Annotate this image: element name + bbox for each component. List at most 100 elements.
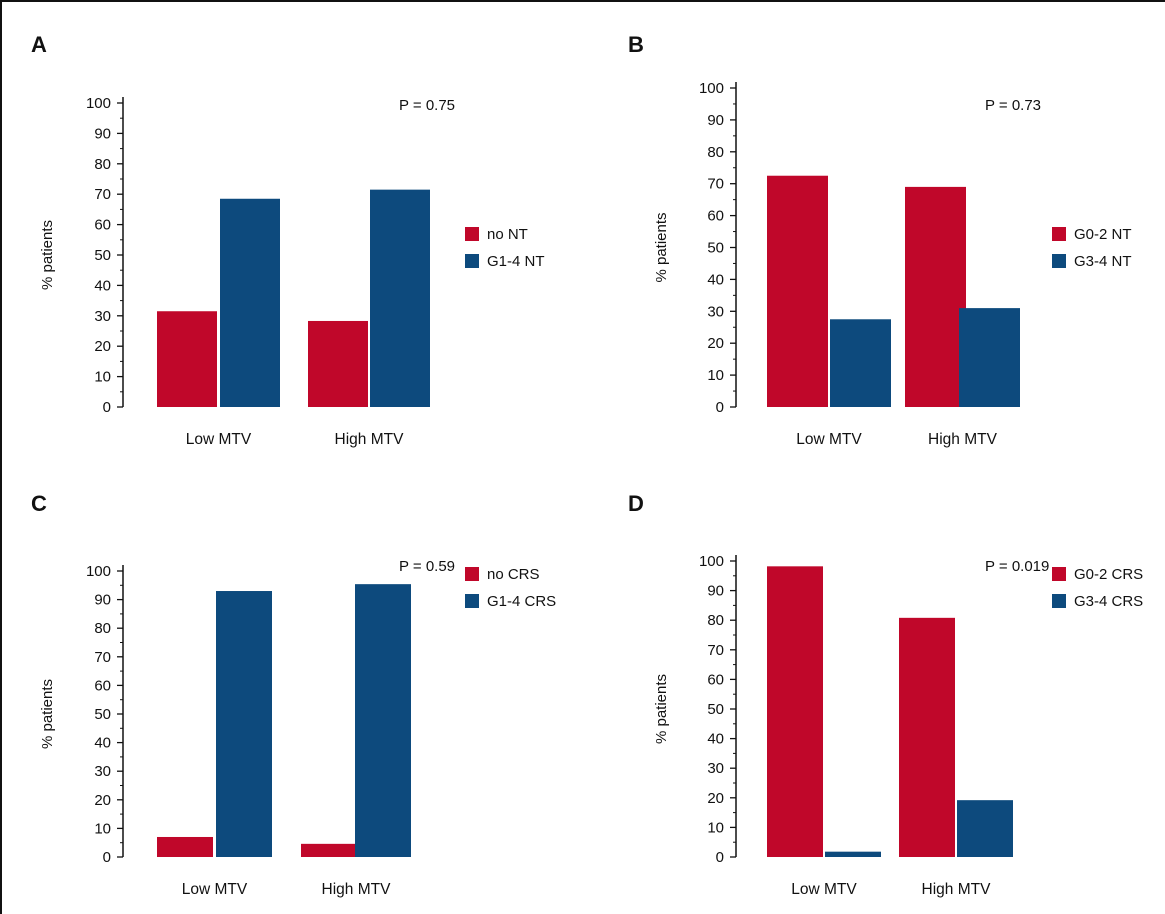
legend-swatch (465, 567, 479, 581)
y-tick-label: 0 (716, 849, 724, 866)
chart-a-svg: Low MTV High MTV 0 10 20 30 40 50 60 70 80 90 100 % p… (39, 95, 545, 448)
chart-b-svg: Low MTV High MTV 0 10 20 30 40 50 60 70 80 90 100 % p… (653, 80, 1132, 448)
y-tick-label: 50 (94, 706, 111, 723)
y-tick-label: 70 (707, 642, 724, 659)
y-tick-label: 30 (94, 308, 111, 325)
legend-label: G1-4 CRS (487, 593, 556, 610)
chart-c-svg: Low MTV High MTV 0 10 20 30 40 50 60 70 80 90 100 % p… (39, 558, 556, 898)
y-axis-label: % patients (39, 220, 56, 290)
y-tick-label: 30 (707, 760, 724, 777)
bar (905, 186, 966, 407)
x-tick-label: Low MTV (182, 881, 248, 898)
y-tick-label: 40 (707, 271, 724, 288)
x-tick-label: Low MTV (186, 431, 252, 448)
x-tick-label: High MTV (335, 431, 405, 448)
bar (157, 836, 213, 857)
p-value-label: P = 0.75 (399, 97, 455, 114)
y-tick-label: 100 (86, 563, 111, 580)
y-tick-label: 40 (707, 731, 724, 748)
bar (370, 189, 430, 407)
legend-label: G1-4 NT (487, 253, 545, 270)
y-tick-label: 10 (94, 369, 111, 386)
bar (899, 617, 955, 857)
y-tick-label: 70 (94, 186, 111, 203)
bar (830, 319, 891, 407)
bar (825, 851, 881, 857)
y-tick-label: 30 (94, 763, 111, 780)
x-tick-label: Low MTV (791, 881, 857, 898)
y-tick-label: 10 (94, 820, 111, 837)
x-tick-label: Low MTV (796, 431, 862, 448)
y-tick-label: 20 (94, 792, 111, 809)
p-value-label: P = 0.019 (985, 558, 1049, 575)
legend-label: G0-2 NT (1074, 226, 1132, 243)
y-tick-label: 80 (94, 156, 111, 173)
y-tick-label: 80 (94, 620, 111, 637)
y-tick-label: 70 (94, 649, 111, 666)
y-tick-label: 90 (707, 112, 724, 129)
bar (767, 175, 828, 407)
y-tick-label: 20 (707, 335, 724, 352)
y-axis-label: % patients (653, 674, 670, 744)
x-tick-label: High MTV (928, 431, 998, 448)
panel-letter: D (628, 491, 644, 516)
legend-label: G0-2 CRS (1074, 566, 1143, 583)
panel-letter: B (628, 32, 644, 57)
y-tick-label: 90 (94, 125, 111, 142)
legend-swatch (465, 227, 479, 241)
y-tick-label: 60 (94, 217, 111, 234)
y-tick-label: 60 (94, 677, 111, 694)
p-value-label: P = 0.73 (985, 97, 1041, 114)
bar (959, 308, 1020, 407)
bar (216, 591, 272, 857)
y-tick-label: 50 (94, 247, 111, 264)
y-tick-label: 20 (707, 790, 724, 807)
y-tick-label: 0 (716, 399, 724, 416)
y-axis-label: % patients (653, 212, 670, 282)
legend-label: no CRS (487, 566, 540, 583)
legend-swatch (1052, 254, 1066, 268)
y-tick-label: 80 (707, 612, 724, 629)
legend-label: G3-4 NT (1074, 253, 1132, 270)
bar (301, 843, 357, 857)
legend-label: no NT (487, 226, 528, 243)
x-tick-label: High MTV (922, 881, 992, 898)
y-tick-label: 0 (103, 849, 111, 866)
y-tick-label: 20 (94, 338, 111, 355)
y-tick-label: 90 (707, 583, 724, 600)
y-tick-label: 60 (707, 208, 724, 225)
bar (308, 320, 368, 407)
y-tick-label: 80 (707, 144, 724, 161)
y-tick-label: 50 (707, 240, 724, 257)
p-value-label: P = 0.59 (399, 558, 455, 575)
bar (957, 800, 1013, 857)
y-tick-label: 40 (94, 735, 111, 752)
y-tick-label: 40 (94, 277, 111, 294)
chart-d-svg: Low MTV High MTV 0 10 20 30 40 50 60 70 80 90 100 % p… (653, 553, 1143, 898)
legend-swatch (465, 254, 479, 268)
y-tick-label: 10 (707, 819, 724, 836)
bar (157, 311, 217, 407)
bar (355, 584, 411, 857)
legend-swatch (1052, 567, 1066, 581)
y-tick-label: 100 (699, 80, 724, 97)
x-tick-label: High MTV (322, 881, 392, 898)
y-tick-label: 70 (707, 176, 724, 193)
chart-panel-c: C Low MTV High MTV 0 10 20 30 40 50 60 70 80 90 100%… (2, 459, 582, 914)
panel-letter: A (31, 32, 47, 57)
y-tick-label: 100 (699, 553, 724, 570)
panel-letter: C (31, 491, 47, 516)
y-tick-label: 100 (86, 95, 111, 112)
y-tick-label: 50 (707, 701, 724, 718)
y-tick-label: 0 (103, 399, 111, 416)
legend-swatch (1052, 594, 1066, 608)
bar (220, 198, 280, 407)
chart-panel-a: A Low MTV High MTV 0 10 20 30 40 50 60 70 80 90 100%… (2, 2, 582, 457)
legend-label: G3-4 CRS (1074, 593, 1143, 610)
y-tick-label: 30 (707, 303, 724, 320)
y-axis-label: % patients (39, 679, 56, 749)
chart-panel-d: D Low MTV High MTV 0 10 20 30 40 50 60 70 80 90 100%… (584, 459, 1164, 914)
y-tick-label: 60 (707, 671, 724, 688)
legend-swatch (465, 594, 479, 608)
